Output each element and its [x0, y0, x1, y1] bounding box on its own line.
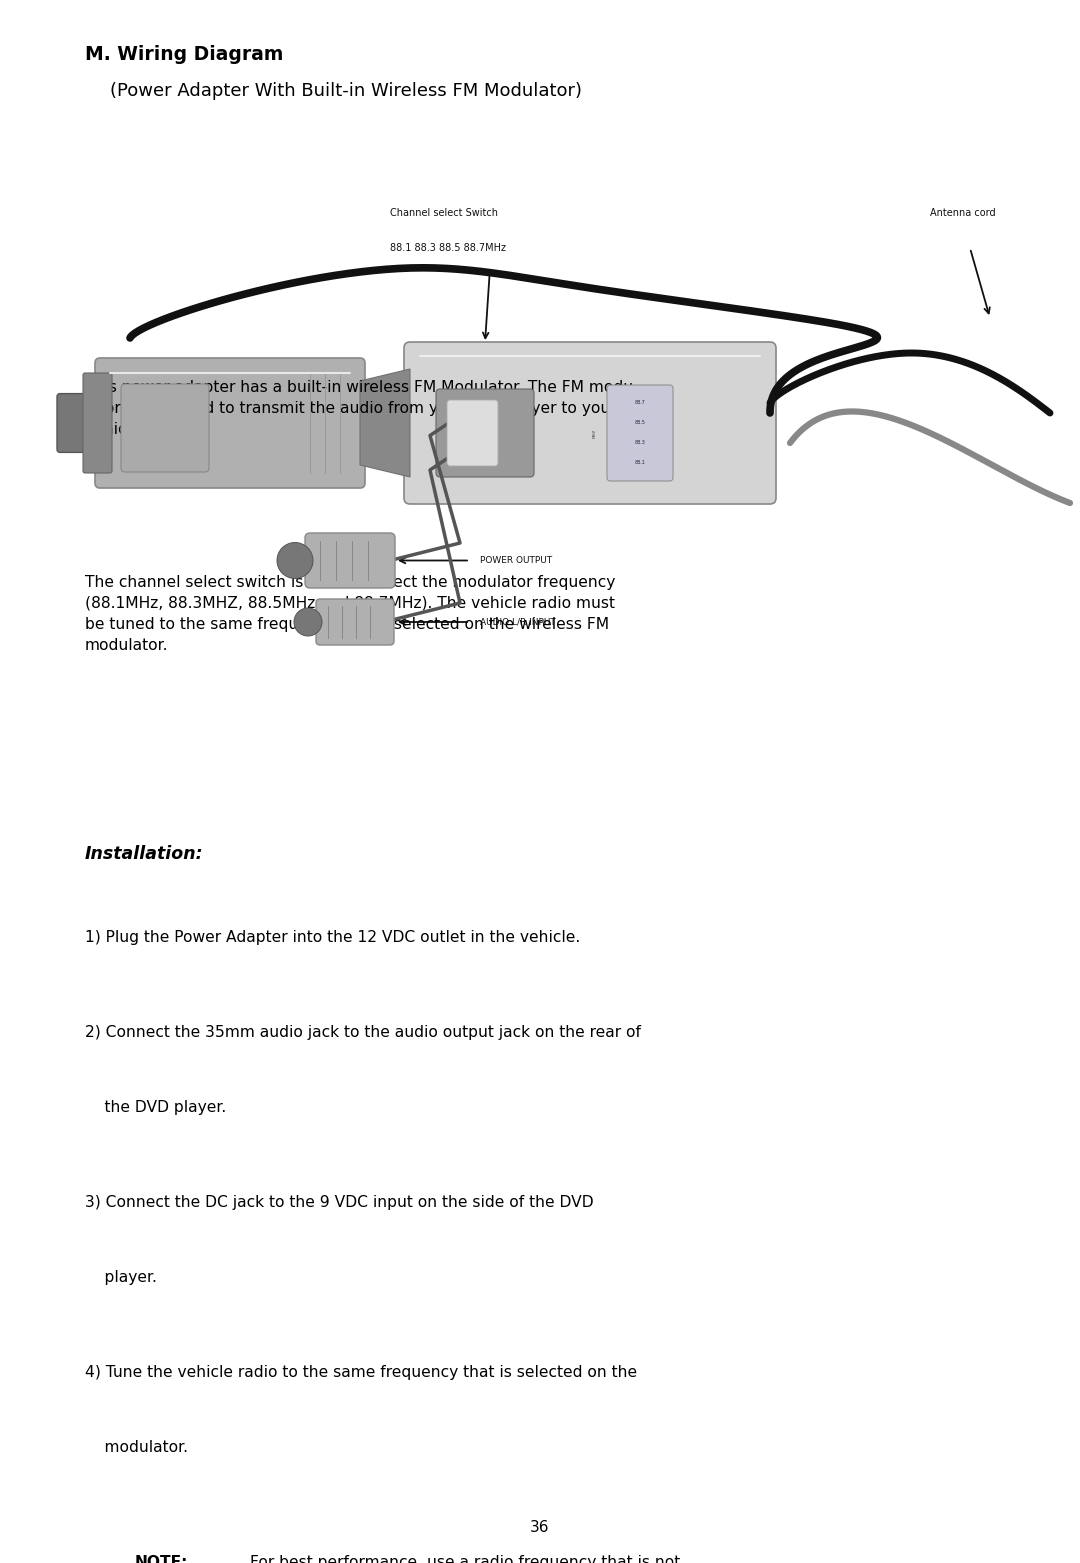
FancyBboxPatch shape — [83, 374, 112, 474]
Text: player.: player. — [85, 1271, 157, 1285]
FancyBboxPatch shape — [316, 599, 394, 646]
Text: (Power Adapter With Built-in Wireless FM Modulator): (Power Adapter With Built-in Wireless FM… — [110, 81, 582, 100]
Text: 3) Connect the DC jack to the 9 VDC input on the side of the DVD: 3) Connect the DC jack to the 9 VDC inpu… — [85, 1196, 594, 1210]
Polygon shape — [360, 369, 410, 477]
Text: POWER OUTPUT: POWER OUTPUT — [480, 556, 552, 564]
FancyBboxPatch shape — [121, 384, 210, 472]
Text: This power adapter has a built-in wireless FM Modulator. The FM modu-
lator is d: This power adapter has a built-in wirele… — [85, 380, 638, 438]
Text: Antenna cord: Antenna cord — [930, 208, 996, 217]
FancyBboxPatch shape — [404, 342, 777, 503]
Text: 4) Tune the vehicle radio to the same frequency that is selected on the: 4) Tune the vehicle radio to the same fr… — [85, 1364, 637, 1380]
Text: 88.1: 88.1 — [635, 461, 646, 466]
Text: 2) Connect the 35mm audio jack to the audio output jack on the rear of: 2) Connect the 35mm audio jack to the au… — [85, 1025, 642, 1039]
FancyBboxPatch shape — [436, 389, 534, 477]
Text: For best performance, use a radio frequency that is not: For best performance, use a radio freque… — [249, 1555, 680, 1563]
FancyBboxPatch shape — [607, 384, 673, 481]
Text: 36: 36 — [530, 1521, 550, 1535]
Text: the DVD player.: the DVD player. — [85, 1100, 226, 1114]
Text: 88.3: 88.3 — [635, 441, 646, 445]
FancyBboxPatch shape — [305, 533, 395, 588]
Text: 88.7: 88.7 — [635, 400, 646, 405]
Text: 88.1 88.3 88.5 88.7MHz: 88.1 88.3 88.5 88.7MHz — [390, 242, 507, 253]
Text: AUDIO L/R INPUT: AUDIO L/R INPUT — [480, 617, 556, 627]
Circle shape — [276, 542, 313, 578]
Text: The channel select switch is used to select the modulator frequency
(88.1MHz, 88: The channel select switch is used to sel… — [85, 575, 616, 653]
Text: Channel select Switch: Channel select Switch — [390, 208, 498, 217]
Text: MHZ: MHZ — [593, 428, 597, 438]
Text: 1) Plug the Power Adapter into the 12 VDC outlet in the vehicle.: 1) Plug the Power Adapter into the 12 VD… — [85, 930, 580, 946]
Text: Installation:: Installation: — [85, 846, 204, 863]
FancyBboxPatch shape — [57, 394, 108, 452]
Circle shape — [294, 608, 322, 636]
FancyBboxPatch shape — [447, 400, 498, 466]
Text: modulator.: modulator. — [85, 1440, 188, 1455]
Text: NOTE:: NOTE: — [135, 1555, 188, 1563]
Text: M. Wiring Diagram: M. Wiring Diagram — [85, 45, 283, 64]
FancyBboxPatch shape — [95, 358, 365, 488]
Text: 88.5: 88.5 — [635, 420, 646, 425]
